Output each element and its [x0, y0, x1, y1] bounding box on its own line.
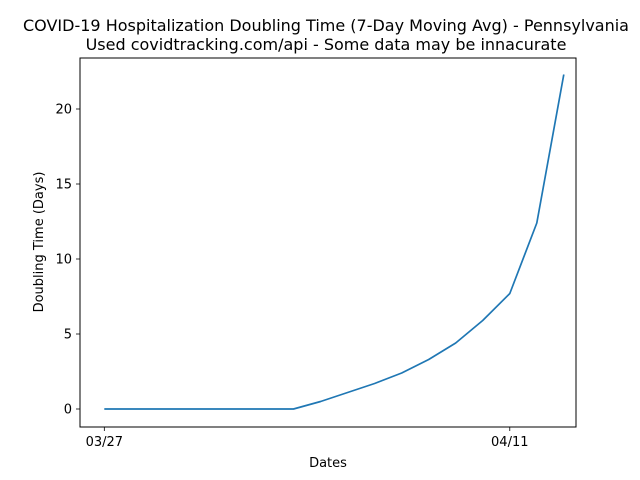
x-tick-label: 03/27 [86, 435, 123, 450]
y-axis-ticks: 0 5 10 15 20 [55, 103, 80, 418]
plot-frame [79, 57, 577, 428]
x-axis-label: Dates [309, 456, 347, 471]
y-tick-label: 20 [55, 103, 72, 118]
chart-subtitle: Used covidtracking.com/api - Some data m… [86, 35, 567, 54]
y-tick-label: 5 [64, 328, 72, 343]
x-tick-label: 04/11 [491, 435, 528, 450]
y-tick-label: 15 [55, 178, 72, 193]
y-tick-label: 0 [64, 403, 72, 418]
chart-title: COVID-19 Hospitalization Doubling Time (… [23, 16, 629, 35]
y-axis-label: Doubling Time (Days) [32, 172, 47, 313]
y-tick-label: 10 [55, 253, 72, 268]
series-line [104, 74, 565, 410]
x-axis-ticks: 03/27 04/11 [86, 427, 529, 450]
